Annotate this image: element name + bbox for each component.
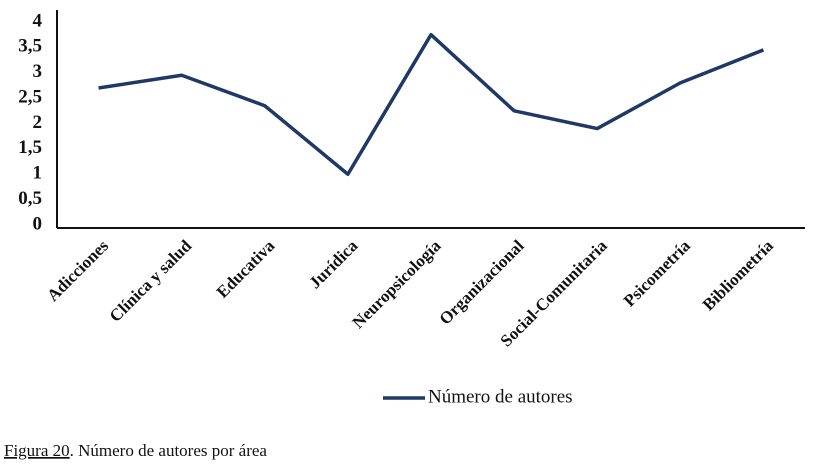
caption: Figura 20. Número de autores por área xyxy=(4,441,267,460)
x-tick-label: Bibliometría xyxy=(699,236,778,315)
legend-label: Número de autores xyxy=(428,386,573,407)
caption-label: Figura 20 xyxy=(4,441,70,460)
x-tick-label: Clínica y salud xyxy=(106,236,196,326)
y-tick-label: 1 xyxy=(33,163,43,184)
y-tick-label: 3 xyxy=(33,61,43,82)
caption-text: . Número de autores por área xyxy=(70,441,268,460)
y-tick-label: 0 xyxy=(33,213,43,234)
y-tick-label: 1,5 xyxy=(18,137,42,158)
y-tick-label: 3,5 xyxy=(18,36,42,57)
y-tick-label: 4 xyxy=(33,10,43,31)
y-tick-label: 0,5 xyxy=(18,188,42,209)
y-tick-label: 2,5 xyxy=(18,86,42,107)
x-tick-label: Neuropsicología xyxy=(349,236,445,332)
x-tick-label: Psicometría xyxy=(620,236,695,311)
data-line xyxy=(98,32,765,176)
x-tick-label: Organizacional xyxy=(435,236,527,328)
x-tick-label: Adicciones xyxy=(43,236,112,305)
x-tick-label: Jurídica xyxy=(305,236,362,293)
x-tick-label: Educativa xyxy=(213,236,279,302)
y-tick-label: 2 xyxy=(33,112,43,133)
